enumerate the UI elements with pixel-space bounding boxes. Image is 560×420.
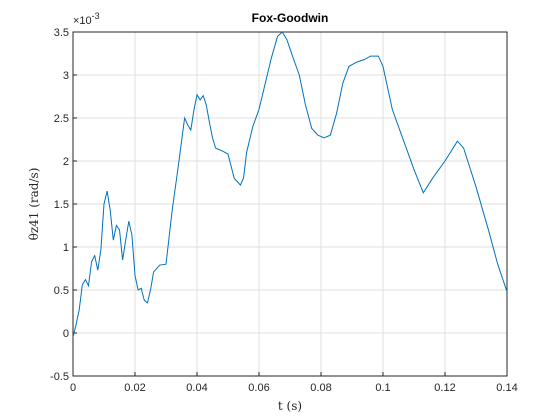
x-tick-label: 0.1 xyxy=(375,382,390,394)
chart-title: Fox-Goodwin xyxy=(252,11,329,25)
y-tick-label: 1 xyxy=(63,242,69,254)
data-line xyxy=(72,31,508,338)
y-axis-label: θz41 (rad/s) xyxy=(27,168,41,241)
axes-box xyxy=(72,31,508,377)
x-tick-label: 0.04 xyxy=(186,382,207,394)
y-tick-label: 2.5 xyxy=(54,113,69,125)
x-tick-label: 0.02 xyxy=(124,382,145,394)
y-multiplier-base: ×10 xyxy=(73,15,92,27)
y-tick-label: 3 xyxy=(63,70,69,82)
y-tick-label: 3.5 xyxy=(54,27,69,39)
y-multiplier: ×10-3 xyxy=(73,11,100,27)
y-tick-label: 0.5 xyxy=(54,285,69,297)
x-tick-label: 0.06 xyxy=(248,382,269,394)
x-tick-label: 0 xyxy=(70,382,76,394)
x-axis-label: t (s) xyxy=(278,399,302,413)
y-tick-label: 1.5 xyxy=(54,199,69,211)
y-tick-label: 2 xyxy=(63,156,69,168)
y-tick-label: -0.5 xyxy=(50,371,69,383)
x-tick-label: 0.12 xyxy=(434,382,455,394)
y-tick-label: 0 xyxy=(63,328,69,340)
y-multiplier-exponent: -3 xyxy=(92,11,100,21)
x-tick-label: 0.08 xyxy=(310,382,331,394)
x-tick-label: 0.14 xyxy=(496,382,517,394)
